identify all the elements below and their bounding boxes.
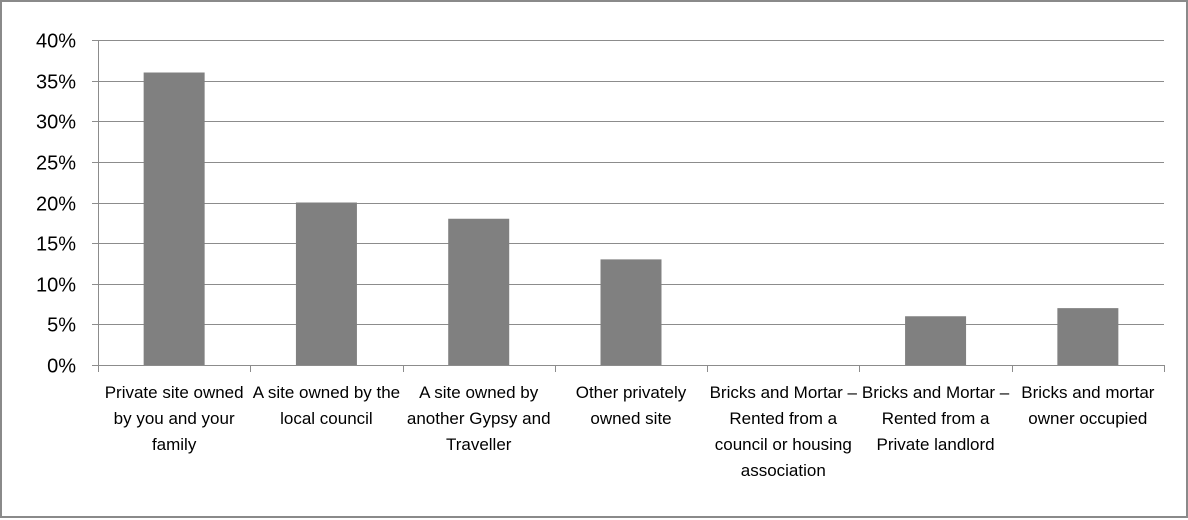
bar [143, 72, 205, 365]
y-tick-label: 30% [36, 112, 76, 134]
y-tick-label: 25% [36, 153, 76, 175]
x-tick-label: A site owned by the local council [252, 383, 401, 428]
bar [448, 218, 510, 365]
x-tick-label: A site owned by another Gypsy and Travel… [406, 383, 551, 454]
y-tick-label: 0% [47, 356, 76, 378]
y-tick-label: 35% [36, 72, 76, 94]
bar [905, 316, 967, 365]
x-tick-label: Bricks and mortar owner occupied [1021, 383, 1155, 428]
bars [143, 72, 1119, 365]
y-tick-label: 10% [36, 275, 76, 297]
gridlines [92, 40, 1164, 366]
bar [600, 259, 662, 365]
y-tick-label: 40% [36, 31, 76, 53]
bar [1057, 308, 1119, 365]
x-tick-label: Bricks and Mortar –Rented from a council… [709, 383, 857, 480]
bar [295, 202, 357, 365]
x-tick-label: Other privately owned site [575, 383, 687, 428]
axes [98, 40, 1165, 372]
x-tick-label: Bricks and Mortar –Rented from a Private… [861, 383, 1010, 454]
y-tick-label: 20% [36, 194, 76, 216]
y-tick-label: 5% [47, 315, 76, 337]
y-tick-label: 15% [36, 234, 76, 256]
y-axis-tick-labels: 0% 5% 10% 15% 20% 25% 30% 35% 40% [36, 31, 76, 378]
x-tick-label: Private site owned by you and your famil… [104, 383, 244, 454]
